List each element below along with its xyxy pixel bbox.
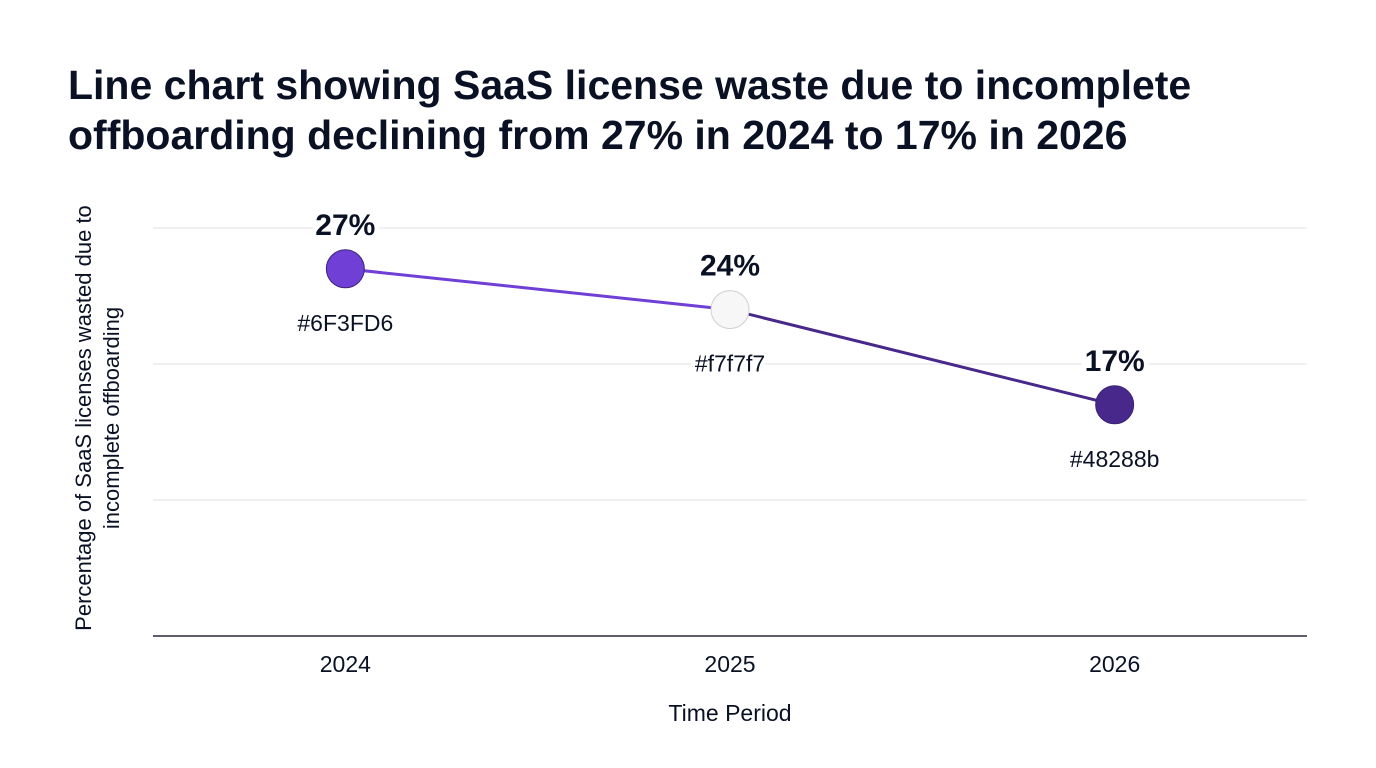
point-color-label: #6F3FD6 [297, 310, 393, 336]
x-axis-ticks: 2024 2025 2026 [320, 651, 1141, 677]
data-label: 27% [315, 209, 375, 242]
data-point [710, 290, 750, 330]
x-axis-label: Time Period [668, 700, 792, 726]
point-color-label: #48288b [1070, 446, 1160, 472]
line-segment [729, 308, 1116, 407]
data-points [325, 249, 1135, 425]
data-labels: 27% #6F3FD6 24% #f7f7f7 17% #48288b [293, 204, 1163, 476]
data-point [1095, 385, 1135, 425]
chart-title: Line chart showing SaaS license waste du… [68, 62, 1192, 158]
line-segment [345, 267, 731, 312]
series-line [345, 267, 1116, 407]
data-point [325, 249, 365, 289]
x-tick-label: 2024 [320, 651, 371, 677]
point-color-label: #f7f7f7 [695, 351, 765, 377]
data-label: 17% [1085, 345, 1145, 378]
x-tick-label: 2025 [704, 651, 755, 677]
gridlines [153, 227, 1307, 637]
data-label: 24% [700, 250, 760, 283]
x-tick-label: 2026 [1089, 651, 1140, 677]
